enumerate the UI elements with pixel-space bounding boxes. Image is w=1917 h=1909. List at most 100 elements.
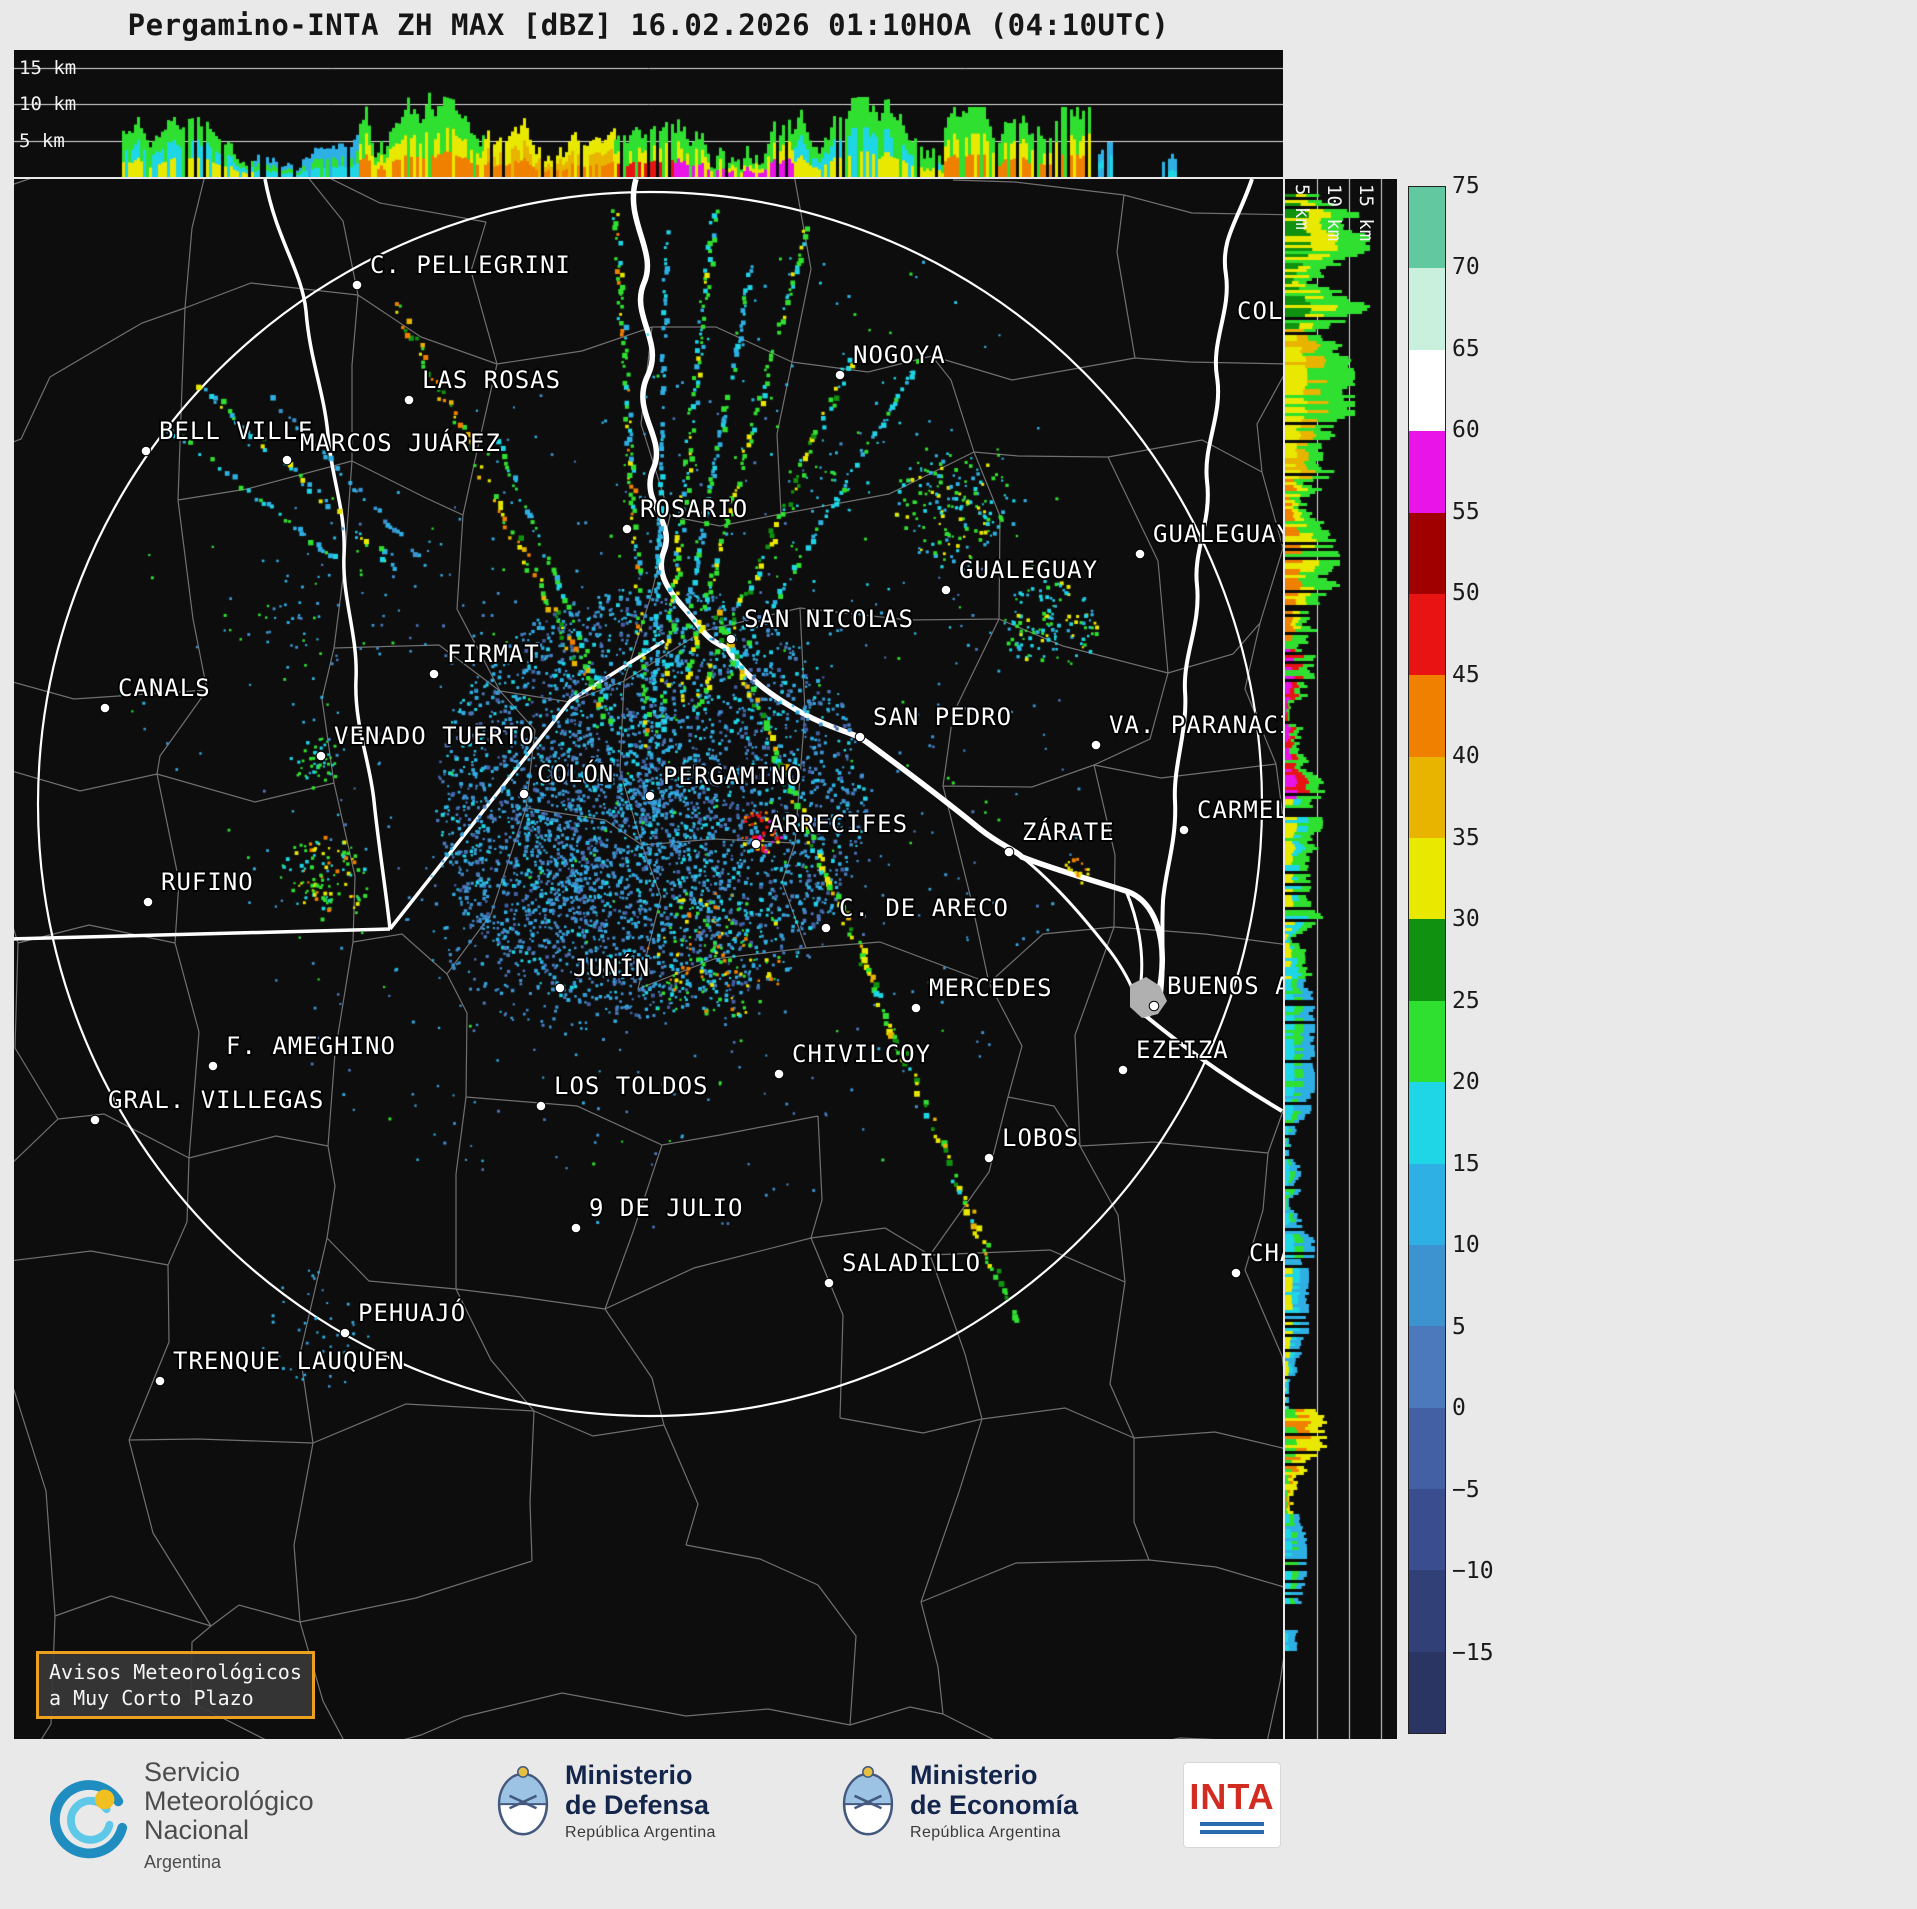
city-label: LOS TOLDOS xyxy=(554,1072,709,1100)
city-label: MERCEDES xyxy=(929,974,1053,1002)
colorbar-tick-label: −5 xyxy=(1452,1476,1480,1503)
smn-wordmark: Servicio Meteorológico Nacional Argentin… xyxy=(144,1758,314,1877)
colorbar-tick-label: −15 xyxy=(1452,1639,1494,1666)
city-label: RUFINO xyxy=(161,868,254,896)
city-dot xyxy=(315,750,327,762)
city-dot xyxy=(1003,846,1015,858)
city-label: GUALEGUAYCHÚ xyxy=(1153,518,1283,548)
colorbar-tick-label: 75 xyxy=(1452,173,1480,199)
city-label: GRAL. VILLEGAS xyxy=(108,1086,324,1114)
colorbar-segment xyxy=(1409,838,1445,920)
city-dot xyxy=(854,731,866,743)
radar-map-panel: C. PELLEGRINI LAS ROSAS BELL VILLE MARCOS J… xyxy=(14,179,1283,1739)
ministry-economia-block: Ministerio de Economía República Argenti… xyxy=(840,1760,1078,1842)
city-label: GUALEGUAY xyxy=(959,556,1098,584)
city-label: LOBOS xyxy=(1002,1124,1079,1152)
city-dot xyxy=(403,394,415,406)
colorbar-tick-label: 5 xyxy=(1452,1313,1466,1340)
ministry-title: de Defensa xyxy=(565,1790,710,1820)
city-dot xyxy=(154,1375,166,1387)
city-label: C. PELLEGRINI xyxy=(370,251,571,279)
colorbar-segment xyxy=(1409,1651,1445,1734)
city-dot xyxy=(983,1152,995,1164)
colorbar-segment xyxy=(1409,1326,1445,1408)
colorbar-tick-label: −10 xyxy=(1452,1558,1494,1585)
colorbar-tick-label: 25 xyxy=(1452,987,1480,1014)
city-label: 9 DE JULIO xyxy=(589,1194,744,1222)
smn-line: Nacional xyxy=(144,1815,250,1845)
ministry-title: Ministerio xyxy=(910,1760,1038,1790)
colorbar-tick-label: 50 xyxy=(1452,580,1480,607)
city-dot xyxy=(140,445,152,457)
badge-line-2: a Muy Corto Plazo xyxy=(49,1686,254,1710)
top-cross-section-canvas xyxy=(14,50,1283,177)
warning-badge: Avisos Meteorológicos a Muy Corto Plazo xyxy=(36,1651,315,1719)
city-label: CHASCOMUS xyxy=(1249,1239,1283,1267)
city-dot xyxy=(1090,739,1102,751)
city-label: FIRMAT xyxy=(447,640,540,668)
city-label: EZEIZA xyxy=(1136,1036,1229,1064)
city-dot xyxy=(428,668,440,680)
inta-wordmark: INTA xyxy=(1189,1776,1275,1817)
coat-of-arms-icon xyxy=(842,1766,894,1836)
right-cross-section-canvas xyxy=(1285,179,1397,1739)
ministry-defensa-block: Ministerio de Defensa República Argentin… xyxy=(495,1760,716,1842)
city-label: BUENOS AIRES xyxy=(1167,972,1283,1000)
colorbar-segment xyxy=(1409,1000,1445,1083)
city-label: CHIVILCOY xyxy=(792,1040,931,1068)
city-dot xyxy=(750,838,762,850)
colorbar-segment xyxy=(1409,431,1445,513)
city-label: ZÁRATE xyxy=(1022,817,1115,846)
colorbar-segment xyxy=(1409,512,1445,594)
city-label: ARRECIFES xyxy=(769,810,908,838)
height-label: 5 km xyxy=(19,130,65,152)
city-label: MARCOS JUÁREZ xyxy=(300,428,501,457)
city-dot xyxy=(823,1277,835,1289)
city-label: SAN PEDRO xyxy=(873,703,1012,731)
colorbar-segment xyxy=(1409,1163,1445,1245)
city-dot xyxy=(1117,1064,1129,1076)
city-dot xyxy=(644,790,656,802)
city-label: CANALS xyxy=(118,674,211,702)
city-label: VA. PARANACITO xyxy=(1109,711,1283,739)
height-label: 5 km xyxy=(1291,184,1313,230)
height-label: 10 km xyxy=(1323,184,1345,242)
city-label: BELL VILLE xyxy=(159,417,314,445)
city-dot xyxy=(621,523,633,535)
smn-logo-icon xyxy=(50,1779,128,1858)
badge-line-1: Avisos Meteorológicos xyxy=(49,1660,302,1684)
city-dot xyxy=(351,279,363,291)
city-dot xyxy=(1148,1000,1160,1012)
city-label: F. AMEGHINO xyxy=(226,1032,396,1060)
footer: Servicio Meteorológico Nacional Argentin… xyxy=(0,1748,1917,1909)
colorbar-segment xyxy=(1409,268,1445,350)
city-label: TRENQUE LAUQUEN xyxy=(173,1347,405,1375)
dbz-colorbar xyxy=(1408,186,1446,1734)
city-label: COLÓN xyxy=(537,758,614,788)
colorbar-tick-label: 60 xyxy=(1452,417,1480,444)
city-label: VENADO TUERTO xyxy=(334,722,535,750)
colorbar-segment xyxy=(1409,1407,1445,1489)
city-dot xyxy=(570,1222,582,1234)
colorbar-tick-label: 35 xyxy=(1452,824,1480,851)
city-label: NOGOYA xyxy=(853,341,946,369)
city-label: SAN NICOLAS xyxy=(744,605,914,633)
colorbar-tick-label: 40 xyxy=(1452,743,1480,770)
city-dot xyxy=(281,454,293,466)
smn-logo-block: Servicio Meteorológico Nacional Argentin… xyxy=(44,1758,314,1877)
colorbar-segment xyxy=(1409,1489,1445,1571)
city-dot xyxy=(820,922,832,934)
city-dot xyxy=(834,369,846,381)
city-dot xyxy=(910,1002,922,1014)
radar-echo-layer xyxy=(14,179,1283,1739)
colorbar-tick-label: 0 xyxy=(1452,1395,1466,1422)
city-label: CARMELO xyxy=(1197,796,1283,824)
city-label: SALADILLO xyxy=(842,1249,981,1277)
colorbar-segment xyxy=(1409,187,1445,269)
city-label: PEHUAJÓ xyxy=(358,1297,466,1327)
city-label: C. DE ARECO xyxy=(839,894,1009,922)
city-label: JUNÍN xyxy=(573,953,650,982)
city-label: PERGAMINO xyxy=(663,762,802,790)
